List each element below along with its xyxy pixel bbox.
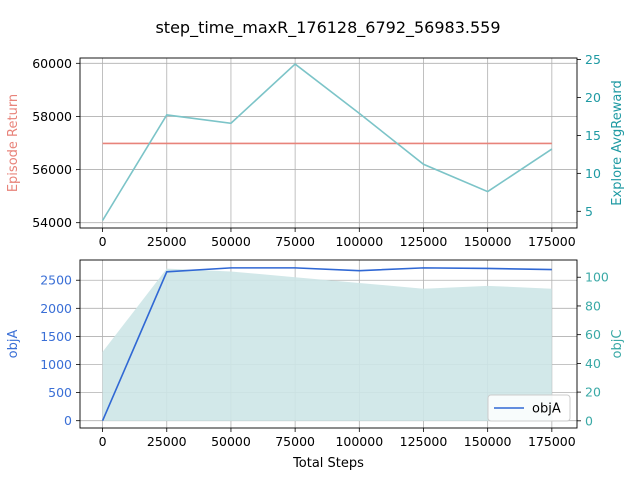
top-y2-axis-label: Explore AvgReward xyxy=(610,80,625,205)
legend: objA xyxy=(487,394,571,422)
legend-box xyxy=(487,394,571,422)
x-tick-label: 0 xyxy=(99,234,107,249)
y2-tick-label: 5 xyxy=(585,204,593,219)
x-tick-label: 150000 xyxy=(464,434,512,449)
legend-label-objA: objA xyxy=(532,402,561,417)
y2-tick-label: 10 xyxy=(585,166,601,181)
top-y-ticks: 54000 56000 58000 60000 xyxy=(32,56,80,230)
y-tick-label: 2000 xyxy=(40,301,72,316)
x-tick-label: 50000 xyxy=(211,434,251,449)
x-tick-label: 100000 xyxy=(335,234,383,249)
y-tick-label: 54000 xyxy=(32,215,72,230)
x-tick-label: 150000 xyxy=(464,234,512,249)
objC-area xyxy=(102,268,552,421)
x-tick-label: 175000 xyxy=(528,434,576,449)
bottom-x-axis-label: Total Steps xyxy=(292,456,364,471)
top-axes-frame xyxy=(79,57,578,229)
bottom-y-ticks: 0 500 1000 1500 2000 2500 xyxy=(40,273,80,428)
top-y-axis-label: Episode Return xyxy=(6,94,21,192)
y2-tick-label: 25 xyxy=(585,52,601,67)
objA-line xyxy=(101,267,552,422)
x-tick-label: 125000 xyxy=(400,234,448,249)
top-y2-ticks: 5 10 15 20 25 xyxy=(577,52,601,219)
y2-tick-label: 20 xyxy=(585,90,601,105)
y-tick-label: 60000 xyxy=(32,56,72,71)
x-tick-label: 75000 xyxy=(275,434,315,449)
x-tick-label: 125000 xyxy=(400,434,448,449)
bottom-x-ticks: 0 25000 50000 75000 100000 125000 150000 175000 xyxy=(99,428,576,449)
bottom-y2-ticks: 0 20 40 60 80 100 xyxy=(577,270,609,428)
y-tick-label: 2500 xyxy=(40,273,72,288)
y-tick-label: 1000 xyxy=(40,357,72,372)
x-tick-label: 25000 xyxy=(147,234,187,249)
y2-tick-label: 15 xyxy=(585,128,601,143)
x-tick-label: 0 xyxy=(99,434,107,449)
top-subplot: 0 25000 50000 75000 100000 125000 150000 175000… xyxy=(6,52,625,249)
y2-tick-label: 20 xyxy=(585,385,601,400)
y-tick-label: 56000 xyxy=(32,162,72,177)
x-tick-label: 50000 xyxy=(211,234,251,249)
y-tick-label: 500 xyxy=(48,385,72,400)
y-tick-label: 0 xyxy=(64,413,72,428)
y2-tick-label: 40 xyxy=(585,356,601,371)
x-tick-label: 100000 xyxy=(335,434,383,449)
x-tick-label: 175000 xyxy=(528,234,576,249)
explore-avg-reward-line xyxy=(101,63,553,221)
bottom-y-axis-label: objA xyxy=(6,330,21,359)
top-x-ticks: 0 25000 50000 75000 100000 125000 150000 175000 xyxy=(99,228,576,249)
chart-title: step_time_maxR_176128_6792_56983.559 xyxy=(155,18,500,38)
y-tick-label: 58000 xyxy=(32,109,72,124)
bottom-subplot: 0 25000 50000 75000 100000 125000 150000 175000… xyxy=(6,259,625,471)
bottom-y2-axis-label: objC xyxy=(610,330,625,359)
top-plot-area xyxy=(101,63,553,221)
y2-tick-label: 0 xyxy=(585,413,593,428)
bottom-axes-frame xyxy=(79,259,578,429)
y2-tick-label: 100 xyxy=(585,270,609,285)
x-tick-label: 75000 xyxy=(275,234,315,249)
y2-tick-label: 60 xyxy=(585,327,601,342)
x-tick-label: 25000 xyxy=(147,434,187,449)
y-tick-label: 1500 xyxy=(40,329,72,344)
y2-tick-label: 80 xyxy=(585,298,601,313)
bottom-plot-area xyxy=(101,267,552,422)
